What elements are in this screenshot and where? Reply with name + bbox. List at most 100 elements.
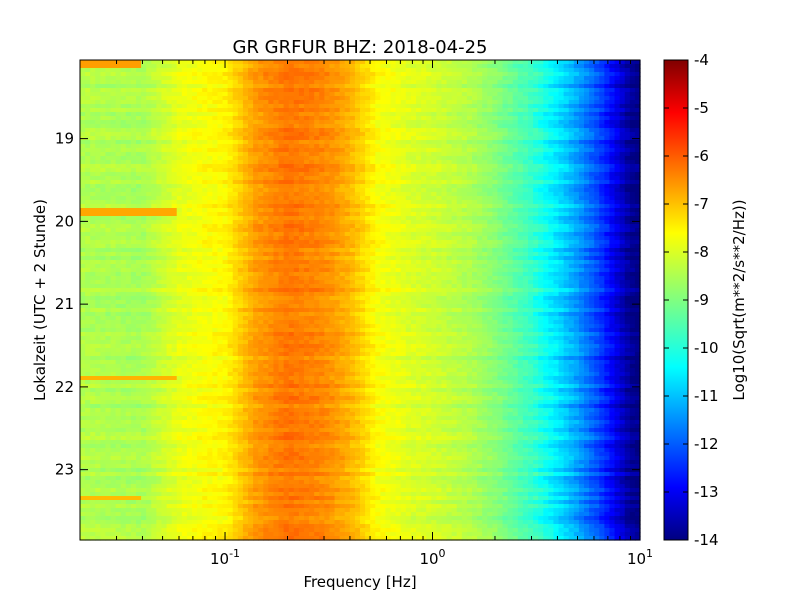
heatmap-cell <box>120 108 127 113</box>
heatmap-cell <box>237 116 244 121</box>
heatmap-cell <box>197 100 203 105</box>
heatmap-cell <box>166 160 173 165</box>
heatmap-cell <box>477 216 483 221</box>
heatmap-cell <box>548 108 555 113</box>
heatmap-cell <box>426 232 432 237</box>
heatmap-cell <box>487 216 493 221</box>
heatmap-cell <box>242 116 249 121</box>
heatmap-cell <box>446 236 453 241</box>
heatmap-cell <box>273 72 280 77</box>
heatmap-cell <box>115 240 122 245</box>
heatmap-cell <box>421 216 427 221</box>
heatmap-cell <box>253 220 259 225</box>
heatmap-cell <box>344 80 351 85</box>
heatmap-cell <box>232 80 239 85</box>
heatmap-cell <box>528 88 534 93</box>
heatmap-cell <box>161 196 168 201</box>
heatmap-cell <box>482 84 488 89</box>
heatmap-cell <box>85 120 91 125</box>
heatmap-cell <box>349 164 356 169</box>
heatmap-cell <box>522 176 529 181</box>
heatmap-cell <box>248 168 254 173</box>
heatmap-cell <box>136 192 142 197</box>
heatmap-cell <box>512 108 519 113</box>
heatmap-cell <box>253 84 259 89</box>
heatmap-cell <box>105 208 112 213</box>
heatmap-cell <box>568 172 575 177</box>
heatmap-cell <box>125 124 132 129</box>
heatmap-cell <box>248 208 254 213</box>
heatmap-cell <box>426 132 432 137</box>
heatmap-cell <box>263 72 269 77</box>
heatmap-cell <box>314 124 320 129</box>
heatmap-cell <box>258 228 264 233</box>
heatmap-cell <box>410 180 417 185</box>
heatmap-cell <box>288 132 295 137</box>
heatmap-cell <box>278 88 285 93</box>
heatmap-cell <box>344 216 351 221</box>
heatmap-cell <box>349 208 356 213</box>
heatmap-cell <box>80 184 86 189</box>
heatmap-cell <box>136 132 142 137</box>
heatmap-cell <box>614 120 621 125</box>
heatmap-cell <box>151 64 157 69</box>
heatmap-cell <box>497 132 504 137</box>
heatmap-cell <box>166 152 173 157</box>
heatmap-cell <box>528 60 534 65</box>
heatmap-cell <box>528 124 534 129</box>
heatmap-cell <box>324 164 331 169</box>
heatmap-cell <box>543 164 549 169</box>
heatmap-cell <box>192 224 198 229</box>
heatmap-cell <box>619 100 626 105</box>
heatmap-cell <box>370 108 376 113</box>
heatmap-cell <box>242 184 249 189</box>
heatmap-cell <box>253 68 259 73</box>
heatmap-cell <box>197 88 203 93</box>
heatmap-cell <box>283 196 290 201</box>
heatmap-cell <box>309 108 315 113</box>
heatmap-cell <box>507 212 514 217</box>
heatmap-cell <box>497 128 504 133</box>
heatmap-cell <box>528 176 534 181</box>
heatmap-cell <box>461 132 468 137</box>
heatmap-cell <box>431 168 437 173</box>
heatmap-cell <box>349 176 356 181</box>
heatmap-cell <box>375 88 381 93</box>
heatmap-cell <box>237 132 244 137</box>
heatmap-cell <box>563 180 570 185</box>
heatmap-cell <box>594 196 600 201</box>
heatmap-cell <box>604 88 611 93</box>
heatmap-cell <box>507 80 514 85</box>
heatmap-cell <box>421 220 427 225</box>
heatmap-cell <box>594 236 600 241</box>
heatmap-cell <box>375 152 381 157</box>
heatmap-cell <box>456 116 463 121</box>
heatmap-cell <box>568 184 575 189</box>
heatmap-cell <box>171 184 178 189</box>
heatmap-cell <box>130 152 137 157</box>
heatmap-cell <box>110 212 117 217</box>
heatmap-cell <box>558 124 565 129</box>
heatmap-cell <box>502 184 509 189</box>
heatmap-cell <box>100 240 107 245</box>
heatmap-cell <box>487 144 493 149</box>
heatmap-cell <box>105 156 112 161</box>
heatmap-cell <box>258 196 264 201</box>
heatmap-cell <box>507 148 514 153</box>
heatmap-cell <box>314 236 320 241</box>
heatmap-cell <box>319 128 325 133</box>
heatmap-cell <box>278 128 285 133</box>
heatmap-cell <box>614 176 621 181</box>
heatmap-cell <box>110 124 117 129</box>
heatmap-cell <box>100 108 107 113</box>
heatmap-cell <box>324 128 331 133</box>
heatmap-cell <box>171 144 178 149</box>
heatmap-cell <box>141 148 147 153</box>
heatmap-cell <box>365 144 371 149</box>
heatmap-cell <box>237 128 244 133</box>
heatmap-cell <box>370 220 376 225</box>
heatmap-cell <box>487 100 493 105</box>
heatmap-cell <box>446 64 453 69</box>
heatmap-cell <box>105 148 112 153</box>
heatmap-cell <box>619 68 626 73</box>
